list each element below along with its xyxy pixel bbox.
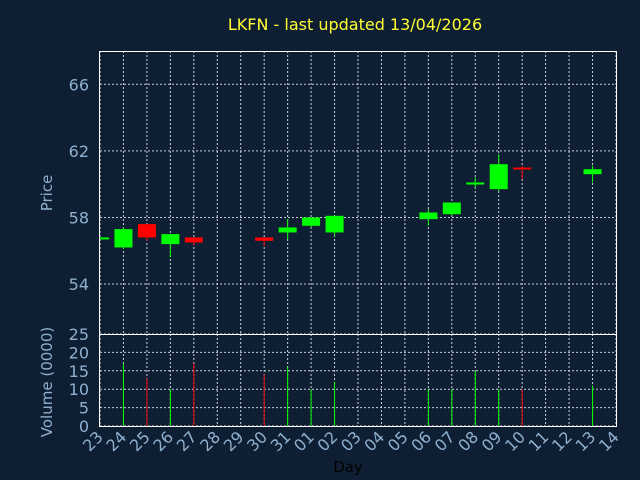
candle-body bbox=[255, 237, 274, 241]
candle-body bbox=[302, 217, 321, 226]
price-tick-label: 54 bbox=[69, 275, 89, 294]
candle bbox=[442, 202, 461, 216]
candle bbox=[419, 209, 438, 226]
candle-body bbox=[100, 237, 109, 240]
price-tick-labels: 54 58 62 66 bbox=[69, 75, 89, 294]
candle bbox=[325, 215, 344, 236]
volume-tick-label: 0 bbox=[79, 417, 89, 436]
candle-body bbox=[137, 224, 156, 238]
volume-tick-label: 25 bbox=[69, 325, 89, 344]
candle-body bbox=[184, 237, 203, 243]
candle-body bbox=[278, 227, 297, 233]
candle bbox=[114, 227, 133, 250]
candle bbox=[161, 234, 180, 258]
price-tick-label: 58 bbox=[69, 208, 89, 227]
candle-body bbox=[161, 234, 180, 245]
candle bbox=[137, 224, 156, 241]
volume-bars bbox=[122, 363, 594, 426]
price-axis-label: Price bbox=[38, 175, 56, 212]
candle-body bbox=[325, 215, 344, 233]
x-tick-label: 14 bbox=[595, 427, 623, 455]
candle-body bbox=[583, 169, 602, 175]
volume-tick-label: 10 bbox=[69, 380, 89, 399]
price-grid bbox=[99, 51, 617, 334]
candle bbox=[302, 217, 321, 228]
candle bbox=[513, 165, 532, 180]
x-axis-label: Day bbox=[333, 458, 363, 476]
price-tick-label: 62 bbox=[69, 142, 89, 161]
candle-body bbox=[114, 229, 133, 248]
candle-body bbox=[466, 182, 485, 185]
candles bbox=[100, 154, 602, 258]
volume-grid bbox=[99, 333, 617, 427]
chart-title: LKFN - last updated 13/04/2026 bbox=[228, 15, 482, 34]
candle bbox=[255, 237, 274, 246]
candle-body bbox=[489, 164, 508, 190]
candle bbox=[583, 165, 602, 183]
volume-tick-label: 20 bbox=[69, 343, 89, 362]
candle-body bbox=[419, 212, 438, 220]
volume-panel-frame bbox=[99, 334, 617, 427]
volume-tick-label: 5 bbox=[79, 399, 89, 418]
candle bbox=[184, 237, 203, 246]
candle-body bbox=[442, 202, 461, 215]
x-tick-labels: 2324252627282930310102030405060708091011… bbox=[79, 427, 623, 455]
price-tick-label: 66 bbox=[69, 75, 89, 94]
volume-axis-label: Volume (0000) bbox=[38, 327, 56, 437]
candle bbox=[100, 237, 109, 240]
volume-tick-label: 15 bbox=[69, 362, 89, 381]
candle bbox=[278, 219, 297, 240]
candle-body bbox=[513, 167, 532, 170]
candle bbox=[489, 154, 508, 191]
candle bbox=[466, 177, 485, 188]
